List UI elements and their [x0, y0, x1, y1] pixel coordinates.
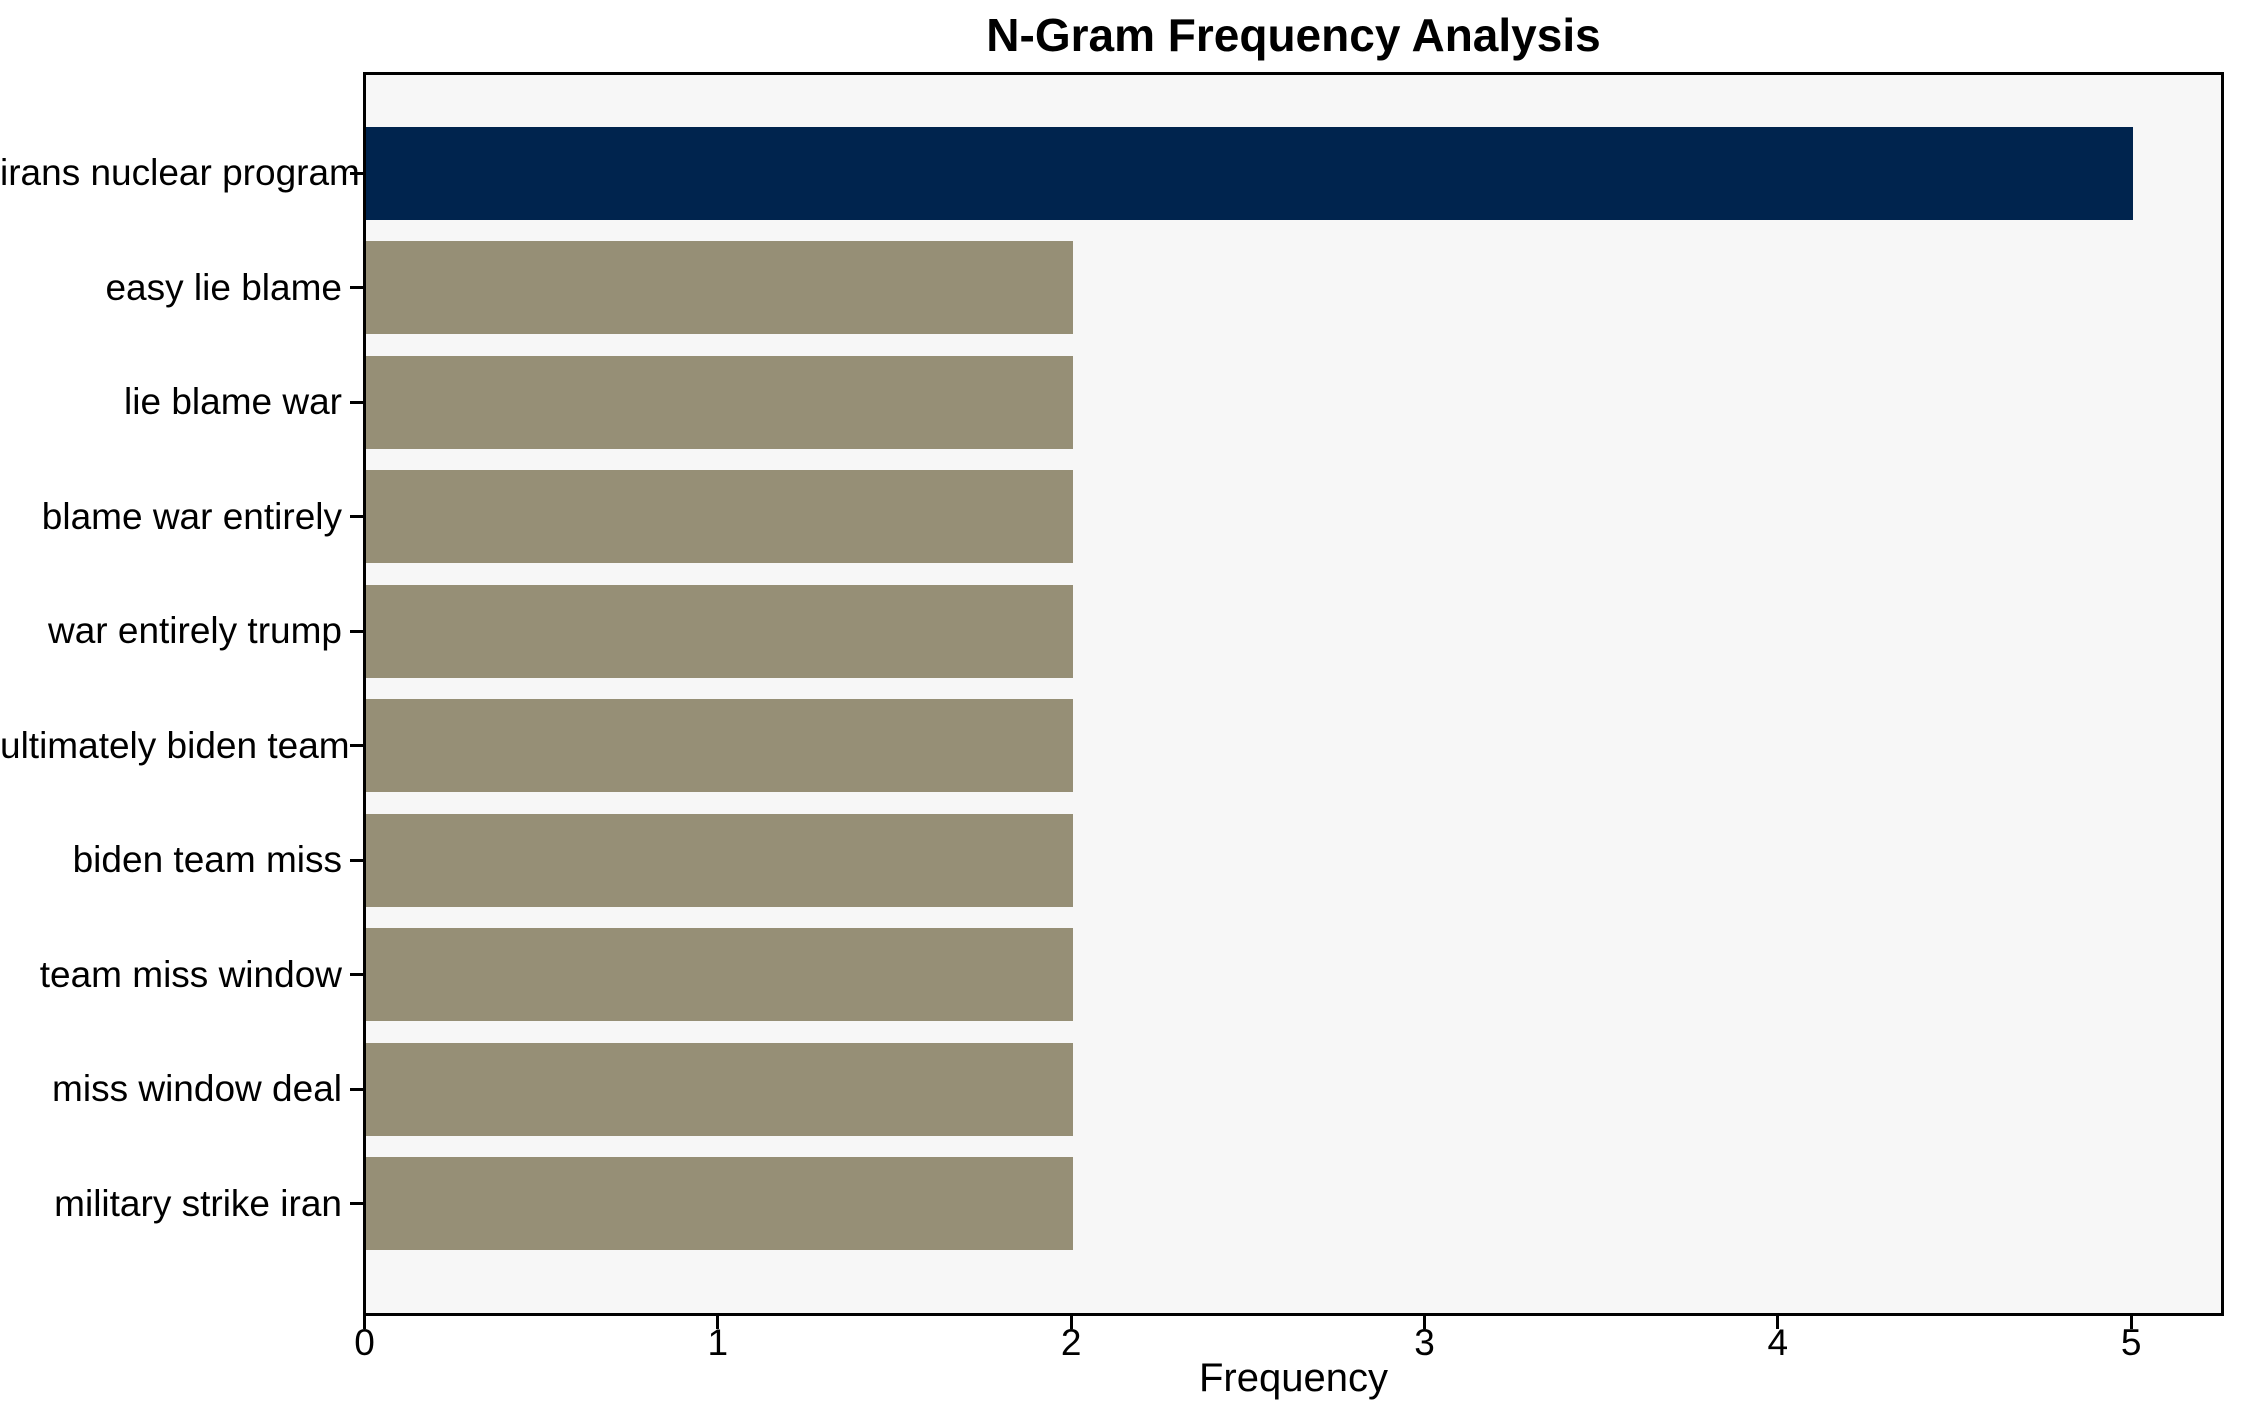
- x-tick-mark: [1069, 1316, 1073, 1329]
- y-tick-mark: [350, 744, 363, 748]
- x-tick-label: 1: [707, 1322, 729, 1363]
- bar-miss-window-deal: [366, 1042, 1073, 1136]
- y-tick-label: team miss window: [39, 953, 342, 995]
- y-tick-mark: [350, 1202, 363, 1206]
- y-tick-label: miss window deal: [52, 1068, 342, 1110]
- y-tick-mark: [350, 515, 363, 519]
- bar-irans-nuclear-program: [366, 126, 2133, 220]
- y-tick-mark: [350, 1087, 363, 1091]
- y-tick-mark: [350, 400, 363, 404]
- y-tick-label: ultimately biden team: [0, 724, 350, 766]
- x-tick-label: 2: [1060, 1322, 1082, 1363]
- y-tick-mark: [350, 286, 363, 290]
- bar-blame-war-entirely: [366, 470, 1073, 564]
- x-tick-label: 5: [2120, 1322, 2142, 1363]
- chart-title: N-Gram Frequency Analysis: [986, 9, 1601, 61]
- bar-military-strike-iran: [366, 1157, 1073, 1251]
- x-tick-mark: [363, 1316, 366, 1329]
- x-axis-label: Frequency: [1199, 1356, 1388, 1400]
- x-tick-label: 0: [354, 1322, 375, 1363]
- x-tick-label: 3: [1414, 1322, 1435, 1363]
- x-tick-mark: [716, 1316, 720, 1329]
- y-tick-mark: [350, 629, 363, 633]
- y-tick-label: irans nuclear program: [0, 152, 360, 193]
- y-tick-label: biden team miss: [72, 839, 342, 881]
- y-tick-label: blame war entirely: [41, 495, 342, 537]
- bar-team-miss-window: [366, 928, 1073, 1022]
- y-tick-mark: [350, 858, 363, 862]
- y-tick-label: war entirely trump: [47, 610, 342, 652]
- bar-easy-lie-blame: [366, 241, 1073, 335]
- y-tick-label: easy lie blame: [105, 266, 342, 308]
- y-tick-mark: [350, 973, 363, 977]
- bar-war-entirely-trump: [366, 584, 1073, 678]
- bar-lie-blame-war: [366, 355, 1073, 449]
- bar-ultimately-biden-team: [366, 699, 1073, 793]
- x-tick-mark: [1423, 1316, 1426, 1329]
- y-tick-label: lie blame war: [124, 381, 342, 423]
- x-tick-label: 4: [1767, 1322, 1789, 1363]
- x-tick-mark: [2129, 1316, 2133, 1329]
- bar-biden-team-miss: [366, 813, 1073, 907]
- y-tick-label: military strike iran: [54, 1182, 342, 1224]
- y-tick-mark: [350, 171, 363, 175]
- x-tick-mark: [1776, 1316, 1780, 1329]
